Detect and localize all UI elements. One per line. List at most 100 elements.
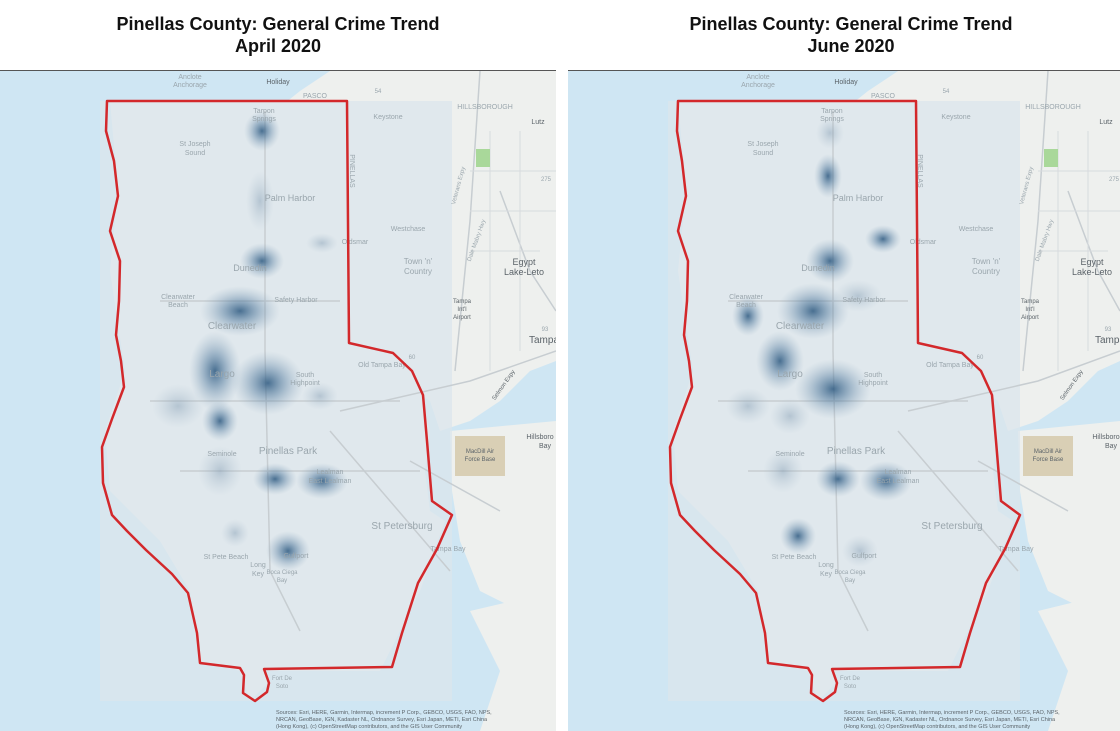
label-long-key-1: Long [250,562,266,569]
label-egypt-2: Lake-Leto [504,267,544,277]
label-boca-ciega-2: Bay [845,578,855,584]
label-road-93: 93 [1105,327,1112,333]
map-panel-april: Pinellas County: General Crime Trend Apr… [0,0,556,731]
map-frame[interactable]: Anclote Anchorage Holiday PASCO HILLSBOR… [568,70,1120,731]
label-boca-ciega-1: Boca Ciega [266,570,298,576]
label-hillsborough-bay-1: Hillsboro [1092,434,1119,441]
label-road-54: 54 [375,89,382,95]
label-st-petersburg: St Petersburg [921,521,982,532]
label-tampa: Tampa [529,335,556,346]
hotspot-pinellas-park [816,461,860,497]
label-clearwater-beach-1: Clearwater [729,294,764,301]
label-oldsmar: Oldsmar [910,239,937,246]
hotspot-east-highpoint [302,382,338,410]
mainland-south [470,591,556,731]
macdill-base [455,436,505,476]
label-pinellas-park: Pinellas Park [259,446,318,457]
crime-heatmap-june: Anclote Anchorage Holiday PASCO HILLSBOR… [568,71,1120,731]
label-palm-harbor: Palm Harbor [265,193,316,203]
attribution-line-1: Sources: Esri, HERE, Garmin, Intermap, i… [844,710,1060,716]
label-st-joseph-2: Sound [185,150,205,157]
label-tarpon-2: Springs [252,116,276,123]
label-long-key-2: Key [820,571,833,578]
label-town-1: Town 'n' [404,257,433,266]
hotspot-gulfport [842,535,878,567]
attribution: Sources: Esri, HERE, Garmin, Intermap, i… [844,710,1060,730]
label-safety-harbor: Safety Harbor [842,297,886,304]
label-palm-harbor: Palm Harbor [833,193,884,203]
label-pinellas-park: Pinellas Park [827,446,886,457]
label-fort-desoto-1: Fort De [840,676,861,682]
crime-heatmap-april: Anclote Anchorage Holiday PASCO HILLSBOR… [0,71,556,731]
label-fort-desoto-2: Soto [844,684,857,690]
label-holiday: Holiday [834,79,858,86]
hotspot-oldsmar [865,225,901,253]
label-westchase: Westchase [391,226,426,233]
label-keystone: Keystone [373,114,402,121]
map-panel-june: Pinellas County: General Crime Trend Jun… [568,0,1120,731]
hotspot-oldsmar [306,233,338,253]
label-egypt-1: Egypt [512,257,536,267]
label-old-tampa-bay: Old Tampa Bay [358,362,406,369]
hotspot-tarpon-springs [816,117,844,149]
label-st-joseph-1: St Joseph [179,141,210,148]
hotspot-dunedin [806,239,854,283]
label-clearwater-beach-2: Beach [168,302,188,309]
label-tampa-airport-3: Airport [1021,315,1039,321]
label-pasco: PASCO [303,93,328,100]
label-tampa-bay: Tampa Bay [430,546,466,553]
map-frame[interactable]: Anclote Anchorage Holiday PASCO HILLSBOR… [0,70,556,731]
label-road-60: 60 [409,355,416,361]
label-macdill-1: MacDill Air [466,449,494,455]
label-road-275: 275 [1109,177,1120,183]
street-grid [470,131,556,371]
label-long-key-2: Key [252,571,265,578]
macdill-base [1023,436,1073,476]
heat-layer [152,111,348,571]
label-lealman-1: Lealman [885,469,912,476]
title-line-1: Pinellas County: General Crime Trend [689,14,1013,34]
label-macdill-2: Force Base [1033,457,1064,463]
hotspot-dunedin [240,243,284,279]
label-town-1: Town 'n' [972,257,1001,266]
label-road-275: 275 [541,177,552,183]
basemap-labels: Anclote Anchorage Holiday PASCO HILLSBOR… [161,74,556,690]
label-pasco: PASCO [871,93,896,100]
label-largo: Largo [209,369,235,380]
label-tampa-airport-2: Int'l [457,307,466,313]
label-hillsborough-bay-2: Bay [539,443,552,450]
hotspot-lealman [860,461,912,501]
hotspot-lealman [296,463,348,499]
label-lutz: Lutz [1099,119,1113,126]
mainland-south [1038,591,1120,731]
label-dunedin: Dunedin [801,263,835,273]
label-tampa-airport-2: Int'l [1025,307,1034,313]
label-lealman-1: Lealman [317,469,344,476]
hotspot-tarpon-springs [244,111,280,151]
county-boundary [668,99,1022,703]
label-old-tampa-bay: Old Tampa Bay [926,362,974,369]
label-hillsborough: HILLSBOROUGH [1025,104,1081,111]
label-lealman-2: East Lealman [309,478,352,485]
label-safety-harbor: Safety Harbor [274,297,318,304]
label-boca-ciega-1: Boca Ciega [834,570,866,576]
label-clearwater: Clearwater [208,321,257,332]
label-fort-desoto-2: Soto [276,684,289,690]
label-town-2: Country [972,267,1000,276]
label-westchase: Westchase [959,226,994,233]
park-area [1044,149,1058,167]
label-tarpon-2: Springs [820,116,844,123]
attribution-line-3: (Hong Kong), (c) OpenStreetMap contribut… [276,724,462,730]
label-hillsborough-bay-1: Hillsboro [526,434,553,441]
label-pinellas-vertical: PINELLAS [916,154,923,188]
heat-layer [726,117,912,567]
hotspot-seminole-west [726,388,770,424]
label-anclote: Anclote [746,74,769,81]
label-south-1: South [864,372,882,379]
hotspot-safety-harbor [834,280,882,312]
label-anclote: Anclote [178,74,201,81]
label-south-1: South [296,372,314,379]
hotspot-st-pete-beach [221,519,249,547]
label-tampa-airport-3: Airport [453,315,471,321]
label-tampa-airport-1: Tampa [1021,299,1040,305]
